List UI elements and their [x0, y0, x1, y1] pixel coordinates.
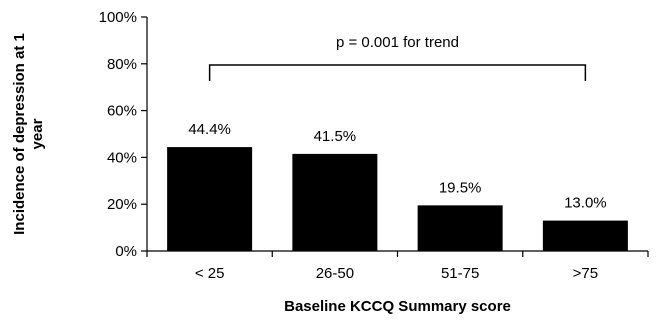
bar — [542, 220, 628, 251]
x-tick-label: 26-50 — [316, 265, 354, 282]
bar — [167, 147, 253, 251]
x-tick-label: >75 — [573, 265, 598, 282]
x-tick-label: 51-75 — [441, 265, 479, 282]
y-tick-label: 80% — [107, 56, 137, 73]
x-tick-label: < 25 — [195, 265, 225, 282]
x-axis-ticks: < 25 26-50 51-75 >75 — [146, 251, 649, 282]
bar — [292, 153, 378, 251]
x-axis-title: Baseline KCCQ Summary score — [284, 298, 511, 315]
data-label: 41.5% — [314, 128, 357, 145]
y-tick-label: 100% — [99, 9, 137, 26]
data-label: 19.5% — [439, 179, 482, 196]
y-tick-label: 40% — [107, 149, 137, 166]
y-axis-ticks: 0% 20% 40% 60% 80% 100% — [99, 9, 147, 260]
y-axis-title: Incidence of depression at 1 year — [11, 33, 46, 235]
bars — [167, 147, 628, 251]
y-axis-title-line-2: year — [29, 118, 46, 149]
data-label: 13.0% — [564, 195, 607, 212]
data-labels: 44.4% 41.5% 19.5% 13.0% — [188, 121, 606, 211]
trend-bracket — [208, 64, 587, 81]
y-tick-label: 20% — [107, 196, 137, 213]
y-tick-label: 60% — [107, 103, 137, 120]
data-label: 44.4% — [188, 121, 231, 138]
y-tick-label: 0% — [115, 243, 137, 260]
y-axis-title-line-1: Incidence of depression at 1 — [11, 33, 28, 235]
trend-annotation: p = 0.001 for trend — [336, 34, 459, 51]
bar — [417, 205, 503, 251]
